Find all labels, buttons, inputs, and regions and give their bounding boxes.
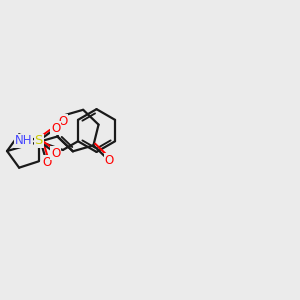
Text: O: O <box>51 147 60 160</box>
Text: O: O <box>105 154 114 167</box>
Text: NH: NH <box>15 134 33 147</box>
Text: O: O <box>51 122 60 135</box>
Text: S: S <box>34 134 43 147</box>
Text: O: O <box>42 156 51 169</box>
Text: O: O <box>58 115 67 128</box>
